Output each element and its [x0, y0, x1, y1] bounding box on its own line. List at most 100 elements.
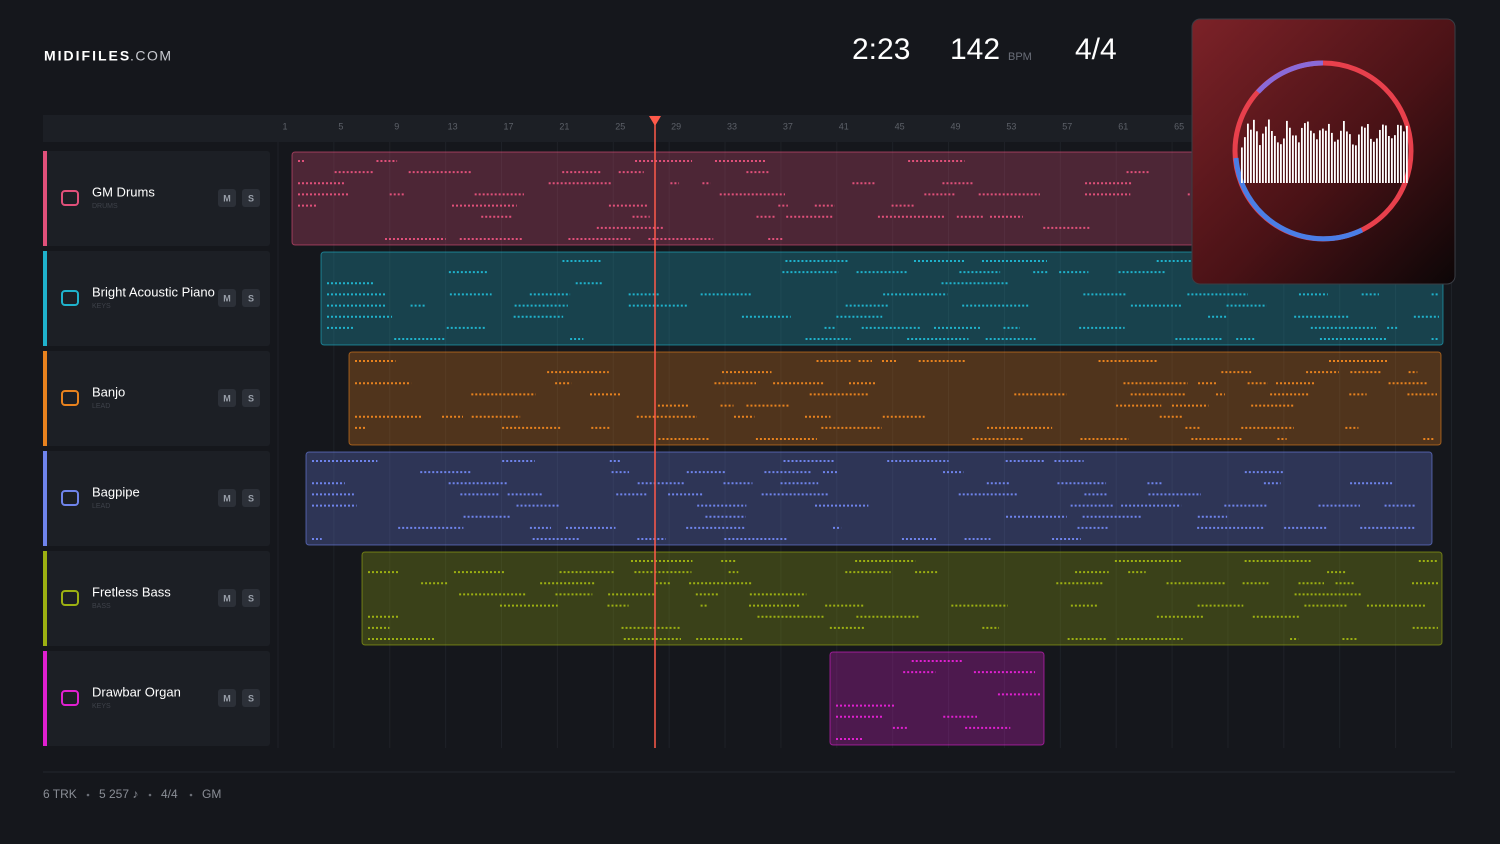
track-category: KEYS — [92, 703, 111, 710]
track-icon — [61, 190, 79, 206]
solo-button-label: S — [248, 293, 254, 303]
wave-bar — [1313, 133, 1315, 183]
solo-button[interactable] — [242, 489, 260, 507]
wave-bar — [1325, 130, 1327, 183]
track-name: GM Drums — [92, 184, 155, 199]
wave-bar — [1394, 135, 1396, 183]
wave-bar — [1382, 124, 1384, 183]
track-category: LEAD — [92, 403, 110, 410]
bar-number: 5 — [338, 121, 343, 131]
wave-bar — [1280, 144, 1282, 183]
wave-bar — [1367, 124, 1369, 183]
wave-bar — [1370, 138, 1372, 183]
track-name: Banjo — [92, 384, 125, 399]
mute-button-label: M — [223, 493, 231, 503]
clip[interactable] — [348, 351, 1442, 446]
track-name: Bagpipe — [92, 484, 140, 499]
bar-number: 25 — [615, 121, 625, 131]
track-header[interactable] — [43, 451, 270, 546]
wave-bar — [1331, 132, 1333, 183]
wave-bar — [1340, 130, 1342, 183]
clip[interactable] — [320, 251, 1444, 346]
wave-bar — [1289, 127, 1291, 183]
track-header[interactable] — [43, 551, 270, 646]
track-icon — [61, 290, 79, 306]
meter: 4/4 — [1075, 33, 1117, 66]
wave-bar — [1253, 119, 1255, 183]
track-name: Drawbar Organ — [92, 684, 181, 699]
track-color — [43, 351, 47, 446]
bar-number: 45 — [895, 121, 905, 131]
playhead-handle[interactable] — [649, 116, 661, 126]
wave-bar — [1322, 128, 1324, 183]
wave-bar — [1298, 142, 1300, 183]
bar-number: 29 — [671, 121, 681, 131]
track-header[interactable] — [43, 351, 270, 446]
mute-button[interactable] — [218, 189, 236, 207]
mute-button[interactable] — [218, 689, 236, 707]
wave-bar — [1283, 138, 1285, 183]
track-name: Fretless Bass — [92, 584, 171, 599]
clip[interactable] — [361, 551, 1443, 646]
separator — [148, 793, 152, 797]
bar-number: 49 — [951, 121, 961, 131]
solo-button[interactable] — [242, 389, 260, 407]
ring-arc — [1233, 157, 1364, 242]
wave-bar — [1334, 141, 1336, 183]
mute-button[interactable] — [218, 289, 236, 307]
bar-number: 41 — [839, 121, 849, 131]
footer-stat: GM — [202, 787, 221, 801]
track-category: BASS — [92, 603, 111, 610]
track-category: KEYS — [92, 303, 111, 310]
solo-button[interactable] — [242, 589, 260, 607]
track-icon — [61, 390, 79, 406]
solo-button[interactable] — [242, 189, 260, 207]
time-display: 2:23 — [852, 33, 910, 66]
wave-bar — [1388, 136, 1390, 183]
solo-button-label: S — [248, 493, 254, 503]
wave-bar — [1391, 138, 1393, 183]
wave-bar — [1352, 144, 1354, 183]
track-icon — [61, 690, 79, 706]
ring-arc — [1256, 60, 1324, 94]
solo-button[interactable] — [242, 289, 260, 307]
solo-button-label: S — [248, 593, 254, 603]
wave-bar — [1301, 127, 1303, 183]
mute-button-label: M — [223, 593, 231, 603]
wave-bar — [1385, 125, 1387, 183]
mute-button[interactable] — [218, 589, 236, 607]
wave-bar — [1319, 130, 1321, 183]
wave-bar — [1328, 123, 1330, 183]
track-header[interactable] — [43, 151, 270, 246]
mute-button[interactable] — [218, 489, 236, 507]
solo-button[interactable] — [242, 689, 260, 707]
wave-bar — [1259, 145, 1261, 183]
tempo: 142 — [950, 33, 1000, 66]
track-name: Bright Acoustic Piano — [92, 284, 215, 299]
solo-button-label: S — [248, 393, 254, 403]
wave-bar — [1277, 142, 1279, 183]
footer-stat: 4/4 — [161, 787, 178, 801]
wave-bar — [1250, 129, 1252, 183]
track-color — [43, 251, 47, 346]
footer-stat: 5 257 ♪ — [99, 787, 138, 801]
track-header[interactable] — [43, 251, 270, 346]
mute-button[interactable] — [218, 389, 236, 407]
bar-number: 65 — [1174, 121, 1184, 131]
wave-bar — [1274, 135, 1276, 183]
bar-number: 57 — [1062, 121, 1072, 131]
separator — [189, 793, 193, 797]
clip[interactable] — [829, 651, 1045, 746]
wave-bar — [1349, 134, 1351, 183]
wave-bar — [1337, 139, 1339, 183]
album-art[interactable] — [1191, 18, 1456, 285]
wave-bar — [1376, 138, 1378, 183]
bar-number: 17 — [504, 121, 514, 131]
bar-number: 9 — [394, 121, 399, 131]
clip[interactable] — [305, 451, 1433, 546]
wave-bar — [1295, 135, 1297, 183]
wave-bar — [1256, 131, 1258, 183]
track-header[interactable] — [43, 651, 270, 746]
track-color — [43, 551, 47, 646]
brand-suffix: .COM — [130, 48, 173, 64]
